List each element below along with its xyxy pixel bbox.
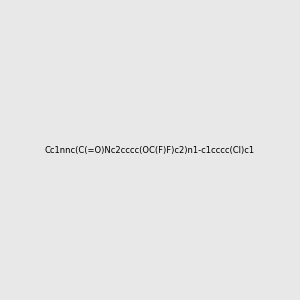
- Text: Cc1nnc(C(=O)Nc2cccc(OC(F)F)c2)n1-c1cccc(Cl)c1: Cc1nnc(C(=O)Nc2cccc(OC(F)F)c2)n1-c1cccc(…: [45, 146, 255, 154]
